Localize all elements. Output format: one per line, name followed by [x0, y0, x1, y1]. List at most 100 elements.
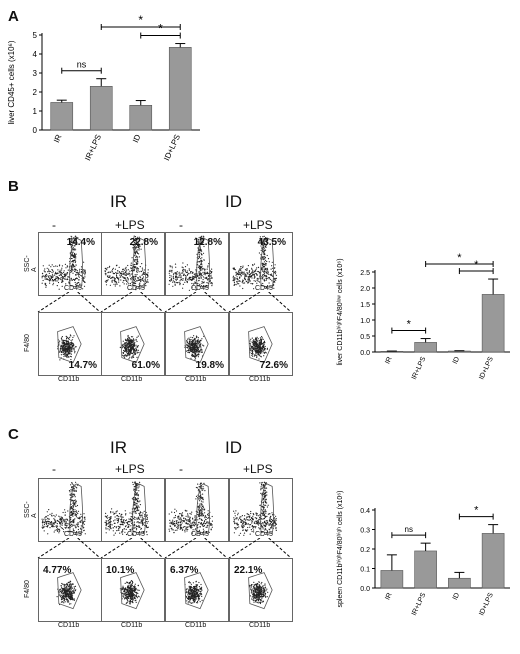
scatter-point: [146, 277, 148, 279]
scatter-point: [188, 277, 190, 279]
scatter-point: [74, 281, 76, 284]
scatter-point: [64, 593, 66, 595]
scatter-point: [123, 594, 125, 596]
scatter-point: [127, 349, 129, 351]
scatter-point: [186, 528, 188, 530]
scatter-point: [75, 526, 77, 528]
scatter-point: [185, 278, 187, 280]
scatter-point: [49, 278, 52, 280]
scatter-point: [78, 279, 80, 281]
scatter-point: [105, 522, 107, 524]
scatter-point: [65, 588, 68, 590]
scatter-point: [240, 274, 242, 276]
scatter-point: [254, 269, 257, 271]
scatter-point: [124, 279, 126, 281]
scatter-point: [125, 268, 127, 270]
scatter-point: [138, 596, 140, 598]
scatter-point: [133, 486, 135, 488]
scatter-point: [75, 260, 77, 262]
scatter-point: [269, 520, 271, 522]
scatter-point: [146, 534, 148, 536]
bar-id: [129, 105, 153, 131]
x-axis-label-cd45: CD45: [64, 285, 82, 292]
scatter-point: [68, 337, 70, 340]
scatter-point: [246, 269, 248, 271]
scatter-point: [176, 529, 178, 531]
scatter-point: [260, 343, 262, 345]
scatter-point: [75, 256, 77, 258]
scatter-point: [187, 526, 189, 528]
scatter-point: [73, 586, 75, 588]
scatter-point: [199, 273, 201, 275]
scatter-point: [62, 353, 64, 355]
scatter-point: [61, 336, 63, 338]
scatter-point: [235, 274, 237, 276]
scatter-point: [266, 523, 268, 525]
scatter-point: [44, 277, 46, 279]
scatter-point: [205, 518, 207, 521]
scatter-point: [58, 288, 60, 290]
scatter-point: [132, 344, 134, 346]
scatter-point: [110, 277, 112, 279]
scatter-point: [195, 486, 197, 489]
scatter-point: [193, 519, 195, 521]
scatter-point: [259, 349, 261, 351]
scatter-point: [141, 514, 143, 516]
scatter-point: [273, 517, 276, 519]
scatter-point: [137, 345, 139, 347]
scatter-point: [202, 505, 204, 507]
scatter-point: [252, 264, 254, 267]
scatter-point: [72, 261, 75, 263]
scatter-point: [111, 524, 113, 526]
scatter-point: [130, 594, 132, 596]
scatter-point: [256, 521, 258, 523]
scatter-point: [145, 525, 148, 527]
scatter-point: [78, 281, 80, 284]
scatter-point: [247, 278, 249, 280]
scatter-point: [78, 272, 80, 275]
scatter-point: [195, 345, 197, 347]
scatter-point: [73, 592, 75, 594]
scatter-point: [105, 281, 107, 283]
scatter-point: [73, 502, 75, 504]
scatter-point: [106, 269, 108, 271]
scatter-point: [52, 282, 55, 284]
scatter-point: [78, 272, 80, 274]
scatter-point: [172, 285, 174, 287]
scatter-point: [202, 498, 204, 500]
scatter-point: [205, 516, 207, 518]
scatter-point: [122, 340, 124, 342]
scatter-point: [75, 514, 77, 516]
scatter-point: [197, 483, 199, 485]
scatter-point: [67, 276, 69, 278]
scatter-point: [197, 505, 200, 507]
scatter-point: [194, 276, 196, 278]
scatter-point: [139, 500, 141, 502]
scatter-point: [180, 275, 182, 277]
scatter-point: [190, 525, 192, 527]
scatter-point: [253, 514, 255, 516]
scatter-point: [45, 285, 47, 287]
scatter-point: [138, 506, 140, 508]
flow-plot-ssc-cd45: 14.4%: [38, 232, 102, 296]
gate-outline: [69, 483, 83, 535]
flow-b-group-id: ID: [225, 192, 242, 211]
scatter-point: [265, 237, 267, 239]
scatter-point: [168, 528, 170, 530]
scatter-point: [175, 279, 177, 281]
scatter-point: [63, 595, 65, 597]
scatter-point: [76, 243, 78, 246]
scatter-point: [129, 354, 131, 356]
scatter-point: [179, 517, 181, 519]
scatter-point: [264, 529, 266, 531]
scatter-point: [181, 522, 183, 524]
scatter-point: [131, 522, 133, 525]
scatter-point: [123, 528, 125, 530]
scatter-point: [146, 518, 148, 520]
scatter-point: [132, 238, 134, 240]
scatter-point: [268, 278, 270, 280]
scatter-point: [68, 595, 70, 597]
scatter-point: [105, 516, 107, 518]
scatter-point: [211, 283, 213, 285]
scatter-point: [67, 581, 69, 583]
